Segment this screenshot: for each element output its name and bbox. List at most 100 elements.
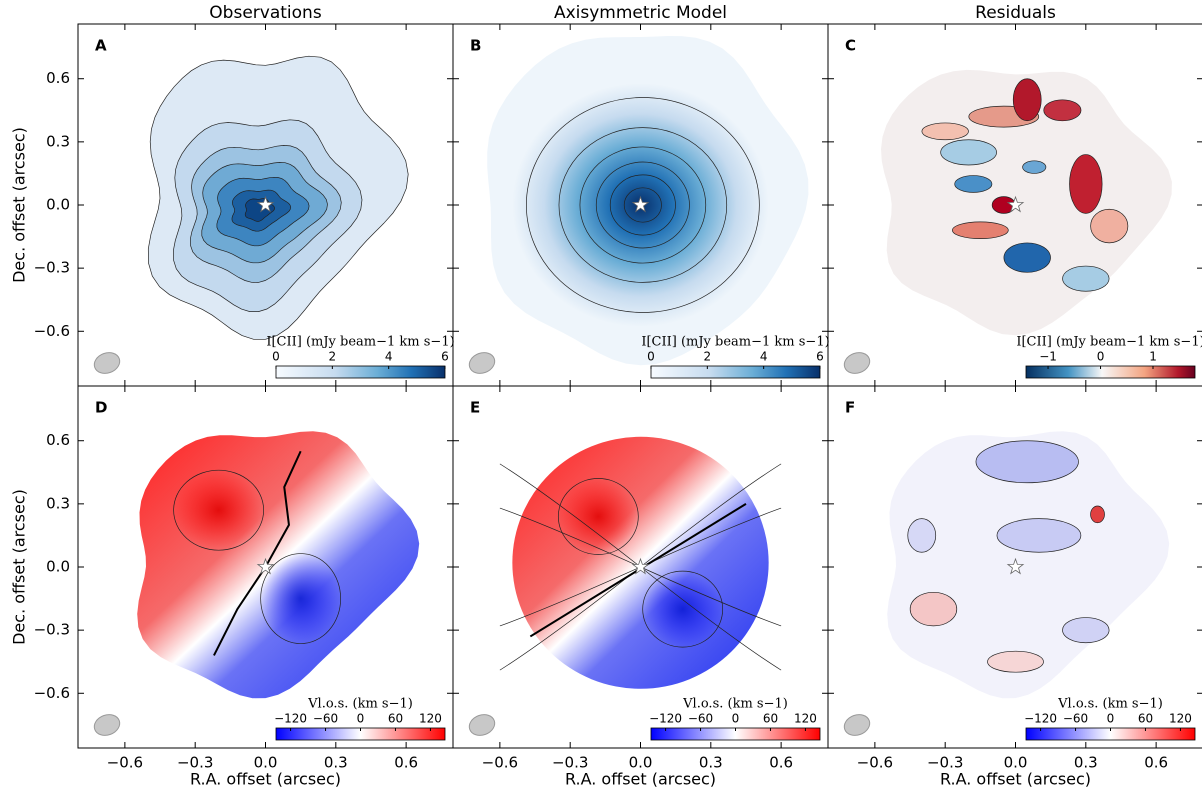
residual [921,122,969,141]
colorbar-tick-label: 6 [441,350,449,364]
star [256,557,275,575]
y-axis-label: Dec. offset (arcsec) [10,489,29,645]
map [487,36,809,366]
colorbar-tick-label: 60 [763,712,778,726]
x-tick-label: −0.6 [857,754,893,772]
colorbar-tick-label: −1 [1039,350,1057,364]
panel-letter: C [845,37,856,55]
map [881,69,1172,336]
contour [579,146,707,264]
residual [940,139,997,166]
residual [907,518,937,553]
contour [595,161,690,249]
colorbar-tick-label: 2 [704,350,712,364]
x-tick-label: −0.6 [482,754,518,772]
y-tick-label: 0.6 [46,431,70,449]
colorbar-tick-label: −60 [1063,712,1088,726]
residual [975,440,1079,484]
x-tick-label: 0.6 [769,754,793,772]
x-tick-label: 0.3 [324,754,348,772]
contour [525,97,760,313]
panel-letter: E [470,399,480,417]
y-tick-label: 0.3 [46,494,70,512]
contour [558,127,728,283]
colorbar [650,365,821,379]
residual [1090,208,1129,244]
residual [1022,160,1047,174]
star [1006,195,1025,213]
residual [1090,505,1105,524]
x-tick-label: −0.3 [177,754,213,772]
contour [609,174,676,236]
star [631,557,650,575]
x-axis-label: R.A. offset (arcsec) [565,770,716,789]
colorbar-tick-label: −60 [313,712,338,726]
residual [996,518,1082,553]
y-tick-label: −0.6 [34,322,70,340]
beam [93,714,121,736]
residual [1062,265,1110,292]
contour [499,463,782,671]
map [887,431,1170,699]
contour [499,507,782,627]
x-axis-label: R.A. offset (arcsec) [190,770,341,789]
x-tick-label: 0.3 [1074,754,1098,772]
panel-letter: D [95,399,107,417]
contour [173,469,264,551]
colorbar-tick-label: 0 [357,712,365,726]
panel-letter: B [470,37,481,55]
y-tick-label: −0.3 [34,259,70,277]
residual [1012,78,1042,122]
colorbar-tick-label: −60 [688,712,713,726]
residual [909,591,958,627]
contour [642,570,724,648]
x-tick-label: 0.6 [394,754,418,772]
colorbar-tick-label: 4 [385,350,393,364]
colorbar-tick-label: 4 [760,350,768,364]
beam [843,714,871,736]
y-axis-label: Dec. offset (arcsec) [10,127,29,283]
colorbar-tick-label: 0 [1107,712,1115,726]
x-tick-label: −0.3 [552,754,588,772]
panel-title: Residuals [975,3,1056,23]
beam [93,352,121,374]
colorbar-tick-label: 120 [419,712,442,726]
x-tick-label: 0.3 [699,754,723,772]
colorbar-tick-label: −120 [1024,712,1057,726]
residual [1069,154,1103,214]
y-tick-label: −0.6 [34,684,70,702]
colorbar [1025,365,1196,379]
contour [499,463,782,671]
panel-letter: F [845,399,855,417]
panel-title: Axisymmetric Model [554,3,727,23]
y-tick-label: 0.6 [46,69,70,87]
colorbar-tick-label: −120 [649,712,682,726]
beam [843,352,871,374]
y-tick-label: 0.3 [46,132,70,150]
y-tick-label: 0.0 [46,558,70,576]
beam [468,352,496,374]
colorbar-tick-label: 2 [329,350,337,364]
x-axis-label: R.A. offset (arcsec) [940,770,1091,789]
x-tick-label: −0.3 [927,754,963,772]
panel-title: Observations [209,3,322,23]
colorbar-label: I[CII] (mJy beam−1 km s−1) [641,335,829,350]
colorbar-tick-label: 60 [388,712,403,726]
colorbar-tick-label: 120 [794,712,817,726]
colorbar-tick-label: 0 [272,350,280,364]
contour [623,187,662,223]
x-tick-label: 0.6 [1144,754,1168,772]
x-tick-label: −0.6 [107,754,143,772]
map [147,55,409,340]
x-tick-label: 0.0 [254,754,278,772]
star [1006,557,1025,575]
colorbar-tick-label: 1 [1149,350,1157,364]
y-tick-label: 0.0 [46,196,70,214]
colorbar-label: I[CII] (mJy beam−1 km s−1) [1016,335,1202,350]
residual [1062,617,1110,644]
x-tick-label: 0.0 [629,754,653,772]
colorbar-tick-label: 0 [1097,350,1105,364]
x-tick-label: 0.0 [1004,754,1028,772]
contour [499,507,782,627]
